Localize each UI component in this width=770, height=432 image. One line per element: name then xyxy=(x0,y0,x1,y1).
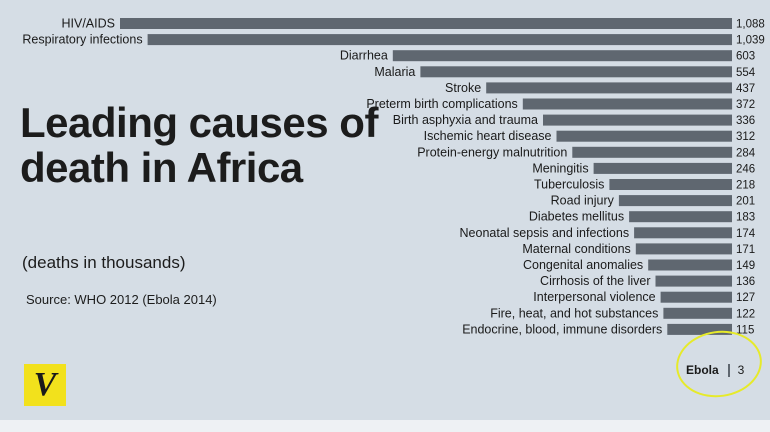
value-label: 312 xyxy=(736,131,755,143)
category-label: Meningitis xyxy=(532,161,588,175)
category-label: Diarrhea xyxy=(340,49,388,63)
value-label: 171 xyxy=(736,244,755,256)
category-label: Preterm birth complications xyxy=(366,97,517,111)
category-label: Diabetes mellitus xyxy=(529,210,624,224)
bar-17 xyxy=(660,291,732,303)
bar-0 xyxy=(120,18,732,29)
value-label: 218 xyxy=(736,180,755,192)
value-label: 115 xyxy=(736,324,754,336)
value-label: 1,088 xyxy=(736,19,765,31)
bottom-strip xyxy=(0,420,770,432)
category-label: Protein-energy malnutrition xyxy=(417,145,567,159)
bar-1 xyxy=(147,34,733,46)
value-label: 284 xyxy=(736,147,756,159)
bar-12 xyxy=(629,211,732,223)
category-label: Tuberculosis xyxy=(534,178,604,192)
bar-9 xyxy=(593,162,732,174)
category-label: Ischemic heart disease xyxy=(424,129,552,143)
bar-5 xyxy=(522,98,733,110)
bar-18 xyxy=(663,307,732,319)
value-label: 149 xyxy=(736,260,755,272)
bar-19 xyxy=(667,323,732,335)
value-label: 246 xyxy=(736,163,755,175)
bar-13 xyxy=(634,227,732,239)
category-label: Birth asphyxia and trauma xyxy=(393,113,538,127)
bar-7 xyxy=(556,130,732,142)
category-label: Malaria xyxy=(374,65,415,79)
bar-14 xyxy=(635,243,732,255)
category-label: Fire, heat, and hot substances xyxy=(490,306,658,320)
value-label: 603 xyxy=(736,51,755,63)
bar-6 xyxy=(543,114,732,126)
bar-2 xyxy=(392,50,732,62)
value-label: 336 xyxy=(736,115,755,127)
category-label: Cirrhosis of the liver xyxy=(540,274,650,288)
category-label: Road injury xyxy=(551,194,615,208)
value-label: 372 xyxy=(736,99,755,111)
bar-4 xyxy=(486,82,732,94)
value-label: 554 xyxy=(736,67,756,79)
ebola-value: 3 xyxy=(737,363,745,377)
value-label: 174 xyxy=(736,228,756,240)
category-label: Endocrine, blood, immune disorders xyxy=(462,322,662,336)
value-label: 183 xyxy=(736,212,755,224)
ebola-bar xyxy=(727,363,730,377)
bar-8 xyxy=(572,146,733,158)
chart-title: Leading causes of death in Africa xyxy=(20,99,378,191)
category-label: Respiratory infections xyxy=(22,33,142,47)
chart-subtitle: (deaths in thousands) xyxy=(22,253,186,272)
bar-3 xyxy=(420,66,732,78)
bar-15 xyxy=(648,259,732,271)
ebola-label: Ebola xyxy=(686,363,719,377)
value-label: 437 xyxy=(736,83,755,95)
category-label: Congenital anomalies xyxy=(523,258,643,272)
category-label: Stroke xyxy=(445,81,481,95)
bar-16 xyxy=(655,275,732,287)
value-label: 1,039 xyxy=(736,35,765,47)
source-note: Source: WHO 2012 (Ebola 2014) xyxy=(26,292,217,307)
value-label: 136 xyxy=(736,276,755,288)
category-label: Neonatal sepsis and infections xyxy=(460,226,630,240)
bar-11 xyxy=(618,195,732,207)
bar-10 xyxy=(609,179,732,190)
value-label: 201 xyxy=(736,196,755,208)
category-label: Interpersonal violence xyxy=(533,290,655,304)
ebola-callout: Ebola 3 xyxy=(686,363,744,377)
vox-logo: V xyxy=(24,364,66,406)
value-label: 122 xyxy=(736,308,755,320)
category-label: Maternal conditions xyxy=(522,242,630,256)
category-label: HIV/AIDS xyxy=(62,17,116,31)
logo-letter: V xyxy=(33,366,57,403)
value-label: 127 xyxy=(736,292,755,304)
